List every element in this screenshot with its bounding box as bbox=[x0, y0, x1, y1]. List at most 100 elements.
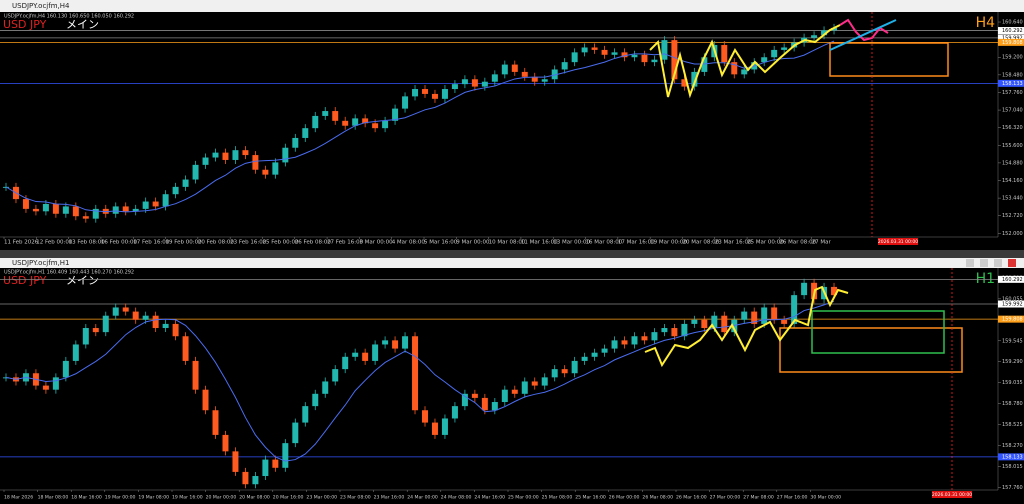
candle bbox=[372, 123, 379, 129]
candle bbox=[312, 393, 319, 407]
candle bbox=[62, 206, 69, 214]
candle bbox=[561, 369, 568, 374]
y-tick-label: 157.760 bbox=[1002, 485, 1023, 491]
candle bbox=[521, 71, 528, 77]
candle bbox=[641, 54, 648, 63]
candle bbox=[422, 89, 428, 94]
candle bbox=[72, 344, 79, 361]
symbol: USD JPY bbox=[3, 274, 47, 287]
candle bbox=[252, 155, 259, 170]
y-tick-label: 159.200 bbox=[1002, 55, 1023, 61]
x-tick-label: 23 Mar 16:00 bbox=[374, 495, 405, 501]
candle bbox=[821, 30, 828, 36]
y-tick-label: 158.525 bbox=[1002, 422, 1023, 428]
level-label: 159.808 bbox=[1002, 40, 1023, 46]
candle bbox=[671, 328, 678, 337]
candle bbox=[771, 49, 778, 58]
y-tick-label: 157.040 bbox=[1002, 108, 1023, 114]
minimize-button[interactable] bbox=[966, 259, 974, 267]
zigzag bbox=[644, 285, 849, 368]
candle bbox=[651, 332, 658, 341]
symbol: USD JPY bbox=[3, 18, 47, 31]
projection bbox=[839, 18, 889, 42]
x-tick-label: 20 Mar 08:00 bbox=[239, 495, 270, 501]
candle bbox=[102, 315, 109, 333]
candle bbox=[392, 108, 399, 121]
level-tag bbox=[998, 275, 1024, 283]
candle bbox=[222, 434, 229, 452]
candle bbox=[631, 336, 638, 345]
candle bbox=[22, 199, 29, 209]
candle bbox=[451, 406, 458, 419]
zigzag bbox=[649, 24, 841, 99]
candle bbox=[491, 74, 498, 82]
y-tick-label: 156.320 bbox=[1002, 125, 1023, 131]
candle bbox=[92, 328, 99, 333]
candle bbox=[591, 47, 598, 50]
x-tick-label: 23 Mar 16:00 bbox=[715, 240, 752, 246]
candle bbox=[262, 459, 269, 477]
candle bbox=[302, 406, 309, 423]
x-tick-label: 18 Mar 16:00 bbox=[71, 495, 102, 501]
candle bbox=[711, 315, 718, 329]
x-tick-label: 26 Mar 16:00 bbox=[676, 495, 707, 501]
candle bbox=[601, 49, 608, 55]
level-tag bbox=[998, 34, 1024, 42]
candle bbox=[611, 52, 618, 55]
candle bbox=[581, 356, 588, 361]
time-tag bbox=[932, 491, 972, 498]
x-tick-label: 23 Mar 08:00 bbox=[340, 495, 371, 501]
y-tick-label: 160.640 bbox=[1002, 20, 1023, 26]
y-tick-label: 160.055 bbox=[1002, 296, 1023, 302]
x-tick-label: 24 Mar 08:00 bbox=[441, 495, 472, 501]
close-button[interactable] bbox=[1008, 259, 1016, 267]
candle bbox=[282, 147, 289, 163]
x-tick-label: 11 Mar 16:00 bbox=[521, 240, 558, 246]
candle bbox=[342, 120, 349, 126]
x-tick-label: 18 Mar 08:00 bbox=[38, 495, 69, 501]
candle bbox=[192, 164, 199, 180]
candle bbox=[162, 194, 169, 207]
candle bbox=[352, 118, 359, 126]
candle bbox=[551, 369, 558, 378]
candle bbox=[551, 69, 558, 80]
candle bbox=[262, 169, 269, 175]
candle bbox=[342, 356, 349, 370]
title-bar bbox=[0, 0, 1024, 12]
maximize-button[interactable] bbox=[980, 259, 988, 267]
candle bbox=[372, 344, 379, 361]
time-marker: 2026.03.31 00:00 bbox=[878, 239, 918, 245]
x-tick-label: 19 Mar 16:00 bbox=[172, 495, 203, 501]
restore-button[interactable] bbox=[994, 259, 1002, 267]
zone-box bbox=[779, 327, 963, 373]
label: メイン bbox=[66, 18, 99, 31]
candle bbox=[811, 35, 818, 38]
candle bbox=[671, 40, 678, 80]
candle bbox=[72, 206, 79, 217]
candle bbox=[112, 206, 119, 214]
candle bbox=[731, 319, 738, 333]
candle bbox=[481, 81, 488, 87]
projection-arrow bbox=[829, 19, 897, 51]
x-tick-label: 13 Mar 00:00 bbox=[553, 240, 590, 246]
candle bbox=[441, 418, 448, 435]
y-tick-label: 152.000 bbox=[1002, 231, 1023, 237]
candle bbox=[831, 27, 838, 31]
x-tick-label: 25 Mar 00:00 bbox=[747, 240, 784, 246]
candle bbox=[751, 311, 758, 324]
candle bbox=[382, 120, 389, 129]
candle bbox=[192, 360, 199, 390]
moving-average bbox=[5, 300, 835, 462]
candle bbox=[661, 40, 668, 60]
candle bbox=[611, 340, 618, 349]
candle bbox=[461, 79, 468, 85]
candle bbox=[142, 201, 149, 209]
level-label: 160.292 bbox=[1002, 28, 1023, 34]
candle bbox=[601, 348, 608, 353]
candle bbox=[292, 422, 299, 444]
x-tick-label: 19 Mar 00:00 bbox=[105, 495, 136, 501]
candle bbox=[272, 459, 279, 468]
level-label: 160.292 bbox=[1002, 277, 1023, 283]
x-tick-label: 26 Mar 00:00 bbox=[609, 495, 640, 501]
